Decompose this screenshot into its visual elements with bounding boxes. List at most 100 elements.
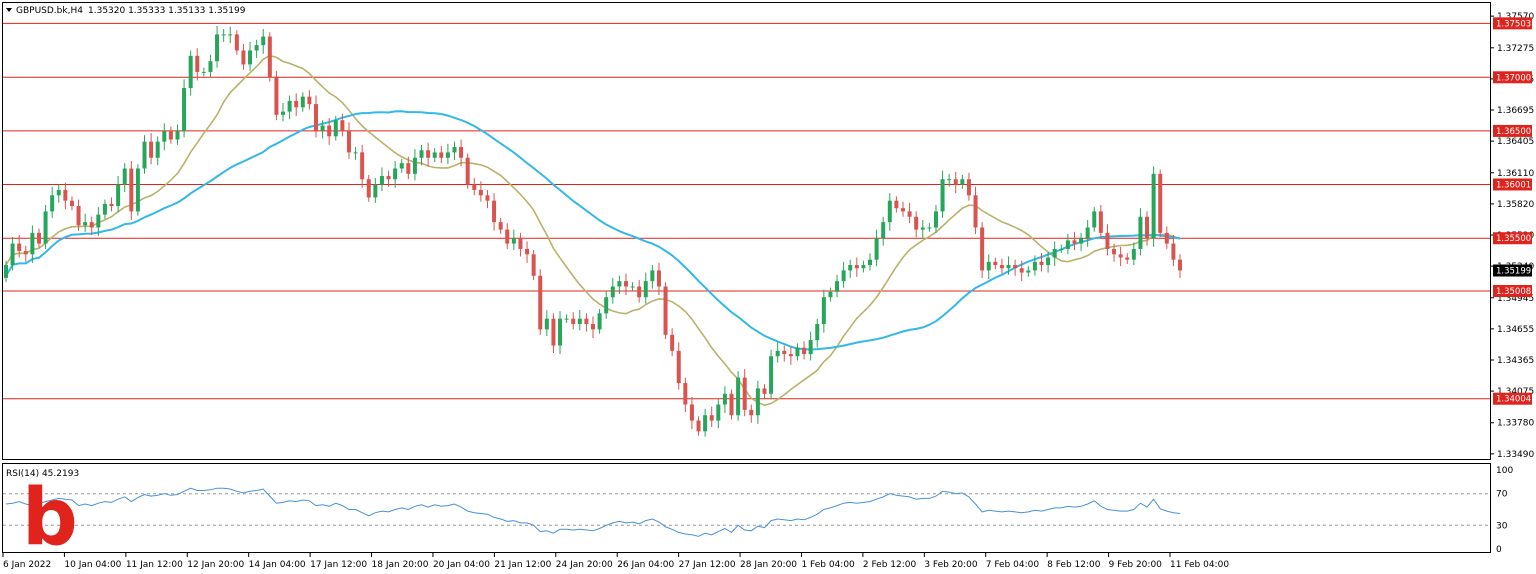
candle-body	[478, 189, 483, 196]
candle-body	[1079, 238, 1084, 244]
candle-body	[63, 189, 68, 201]
ma-fast-line	[5, 54, 1181, 407]
candle-body	[656, 270, 661, 287]
candle-body	[36, 232, 41, 244]
candle-body	[228, 34, 233, 36]
candle-body	[914, 216, 919, 230]
candle-body	[1158, 173, 1163, 233]
level-label: 1.34004	[1496, 395, 1531, 405]
level-label: 1.35008	[1496, 287, 1531, 297]
x-tick-label: 14 Jan 04:00	[249, 560, 306, 570]
candle-body	[406, 163, 411, 174]
candle-body	[854, 265, 859, 269]
candle-body	[683, 383, 688, 405]
candle-body	[558, 318, 563, 346]
candle-body	[17, 243, 22, 252]
candle-body	[604, 297, 609, 314]
candle-body	[1006, 265, 1011, 269]
candle-body	[313, 104, 318, 131]
candle-body	[749, 409, 754, 416]
current-price-badge	[1493, 264, 1532, 277]
candle-body	[1065, 240, 1070, 249]
candle-body	[1145, 216, 1150, 239]
candle-body	[709, 415, 714, 421]
rsi-levels	[3, 493, 1490, 526]
candle-body	[366, 179, 371, 198]
rsi-tick-label: 30	[1496, 521, 1508, 531]
candle-body	[452, 147, 457, 153]
candle-body	[135, 168, 140, 212]
dropdown-triangle-icon[interactable]	[6, 8, 12, 12]
rsi-axis: 100 70 30 0	[1496, 466, 1513, 555]
candle-body	[716, 404, 721, 421]
candle-body	[742, 377, 747, 410]
ohlc-values: 1.35320 1.35333 1.35133 1.35199	[88, 6, 246, 16]
candle-body	[459, 147, 464, 158]
candle-body	[208, 61, 213, 72]
level-badge	[1493, 178, 1532, 191]
candle-body	[281, 111, 286, 115]
rsi-line	[5, 487, 1181, 537]
candle-body	[960, 179, 965, 185]
level-badge	[1493, 392, 1532, 405]
candle-body	[802, 347, 807, 355]
rsi-label: RSI(14) 45.2193	[6, 469, 79, 479]
candle-body	[69, 200, 74, 207]
candle-body	[795, 347, 800, 357]
candle-body	[564, 318, 569, 320]
candle-body	[538, 275, 543, 330]
candle-body	[234, 34, 239, 51]
y-tick-label: 1.33780	[1497, 419, 1534, 429]
x-tick-label: 3 Feb 20:00	[924, 560, 978, 570]
candle-body	[393, 168, 398, 180]
candle-body	[274, 77, 279, 115]
candle-body	[571, 318, 576, 325]
candle-body	[650, 270, 655, 282]
candle-body	[623, 281, 628, 287]
candle-body	[182, 88, 187, 131]
y-tick-label: 1.34075	[1497, 387, 1534, 397]
candle-body	[874, 238, 879, 260]
candle-body	[96, 214, 101, 228]
x-tick-label: 11 Feb 04:00	[1170, 560, 1229, 570]
candle-body	[439, 152, 444, 158]
candle-body	[729, 393, 734, 416]
ma-slow-line	[5, 110, 1181, 351]
candle-body	[10, 243, 15, 266]
candle-body	[432, 152, 437, 158]
candle-body	[379, 175, 384, 185]
y-tick-label: 1.33490	[1497, 450, 1534, 460]
candle-body	[518, 238, 523, 249]
current-price-label: 1.35199	[1496, 267, 1531, 277]
level-label: 1.35500	[1496, 234, 1531, 244]
candle-body	[386, 175, 391, 180]
y-tick-label: 1.36405	[1497, 137, 1534, 147]
candle-body	[1092, 211, 1097, 228]
candle-body	[188, 55, 193, 89]
candle-body	[940, 179, 945, 212]
candle-body	[498, 222, 503, 230]
candle-body	[722, 393, 727, 405]
candle-body	[1013, 265, 1018, 269]
x-tick-label: 21 Jan 12:00	[494, 560, 551, 570]
candle-body	[333, 120, 338, 137]
y-tick-label: 1.36110	[1497, 169, 1534, 179]
candle-body	[894, 200, 899, 209]
candle-body	[544, 318, 549, 330]
candle-body	[472, 184, 477, 190]
candle-body	[531, 254, 536, 276]
candle-body	[56, 189, 61, 196]
candle-body	[149, 141, 154, 158]
time-axis: 6 Jan 2022 10 Jan 04:00 11 Jan 12:00 12 Jan…	[2, 553, 1229, 570]
candle-body	[1125, 257, 1130, 260]
y-tick-label: 1.34655	[1497, 325, 1534, 335]
candle-body	[287, 100, 292, 112]
candle-body	[703, 415, 708, 432]
candles	[4, 25, 1182, 437]
y-tick-label: 1.36695	[1497, 106, 1534, 116]
candle-body	[663, 286, 668, 335]
candle-body	[637, 286, 642, 298]
candle-body	[584, 318, 589, 325]
candle-body	[927, 227, 932, 229]
level-badge	[1493, 285, 1532, 298]
